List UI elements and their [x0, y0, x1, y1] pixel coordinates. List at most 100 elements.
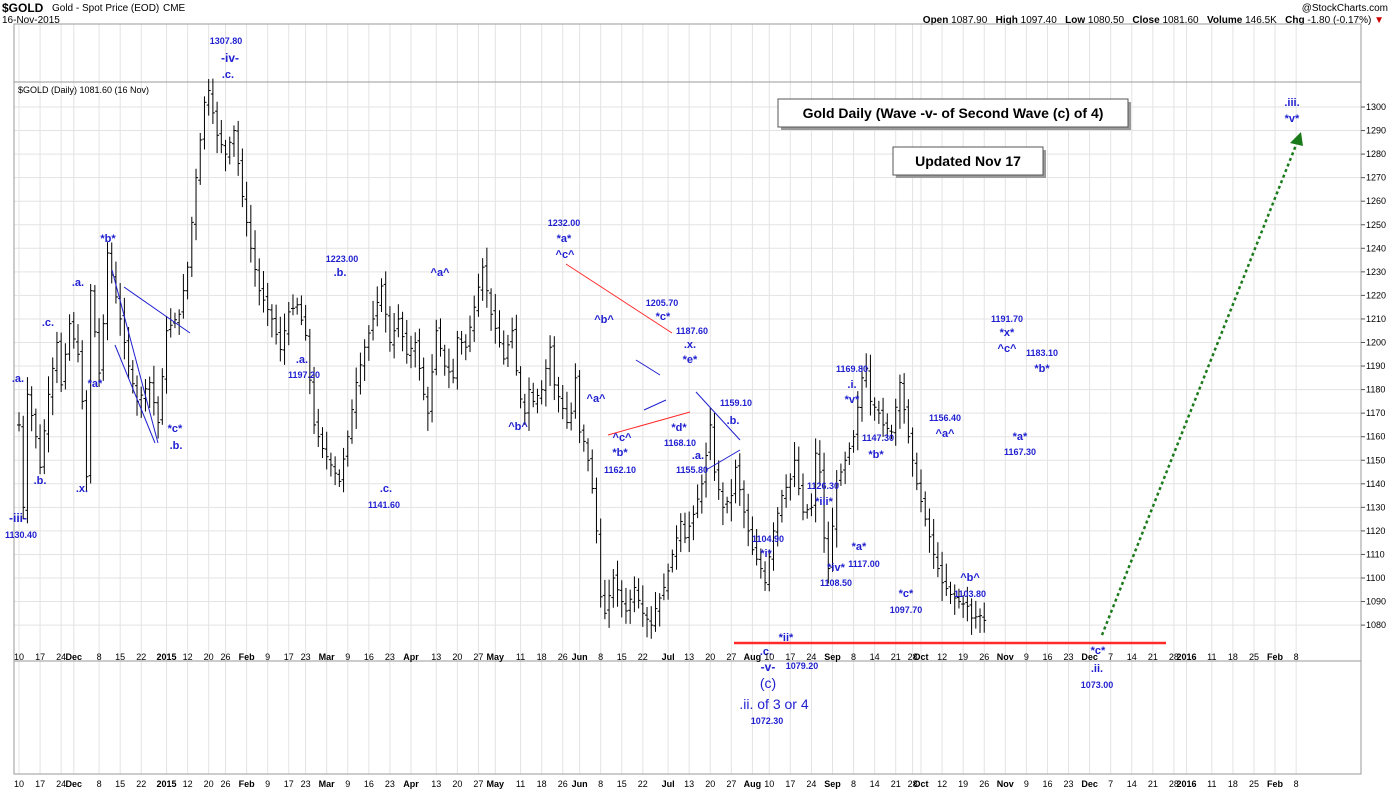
title-box [892, 146, 1044, 176]
y-tick-label: 1080 [1366, 620, 1386, 630]
wave-label: -iv- [221, 51, 239, 65]
y-tick-label: 1270 [1366, 173, 1386, 183]
blue-trendline [111, 269, 159, 444]
wave-label: .a. [72, 277, 84, 289]
x-tick-label: 11 [516, 652, 525, 662]
x-tick-label: 26 [979, 652, 989, 662]
wave-label: ^b^ [594, 314, 614, 326]
x-tick-label: 20 [705, 779, 715, 789]
x-tick-label: 11 [516, 779, 525, 789]
x-tick-label: 27 [473, 652, 483, 662]
wave-label: .b. [170, 440, 183, 452]
title-boxes: Gold Daily (Wave -v- of Second Wave (c) … [777, 98, 1131, 178]
chart-legend: $GOLD (Daily) 1081.60 (16 Nov) [18, 85, 149, 95]
blue-trendline [643, 399, 667, 411]
projection-arrow-head-icon [1290, 132, 1303, 146]
x-tick-label: 23 [301, 652, 311, 662]
x-tick-label: 22 [638, 652, 648, 662]
x-tick-label: Dec [1081, 652, 1098, 662]
x-tick-label: 8 [97, 779, 102, 789]
close-value: 1081.60 [1162, 15, 1199, 26]
x-tick-label: Oct [914, 779, 929, 789]
high-value: 1097.40 [1020, 15, 1057, 26]
x-tick-label: Dec [66, 779, 83, 789]
wave-label: *d* [671, 422, 687, 434]
blue-trendline [695, 391, 741, 441]
x-tick-label: 28 [908, 652, 918, 662]
red-trendline-lower [607, 411, 691, 436]
blue-trendline [114, 344, 156, 444]
x-tick-label: Apr [403, 652, 419, 662]
x-tick-label: 15 [115, 652, 125, 662]
x-tick-label: 16 [1042, 652, 1052, 662]
x-tick-label: 8 [851, 779, 856, 789]
x-tick-label: 7 [1108, 652, 1113, 662]
high-label: High [995, 15, 1018, 26]
x-tick-label: 17 [785, 779, 795, 789]
x-tick-label: 9 [345, 652, 350, 662]
x-tick-label: Jun [572, 652, 588, 662]
x-tick-label: 25 [1249, 779, 1259, 789]
wave-label: -v- [761, 660, 776, 674]
x-tick-label: 18 [1228, 779, 1238, 789]
wave-label: *c* [168, 423, 183, 435]
x-tick-label: 27 [726, 779, 736, 789]
wave-label: .x. [684, 339, 696, 351]
x-tick-label: 11 [1207, 779, 1216, 789]
x-tick-label: Jul [662, 779, 675, 789]
ohlc-stats: Open 1087.90 High 1097.40 Low 1080.50 Cl… [923, 15, 1384, 26]
wave-label: *c* [656, 311, 671, 323]
y-tick-label: 1200 [1366, 338, 1386, 348]
wave-label: *ii* [779, 632, 794, 644]
wave-label: 1159.10 [720, 398, 752, 408]
wave-label: 1187.60 [676, 326, 708, 336]
x-tick-label: 17 [35, 779, 45, 789]
wave-label: *c* [899, 588, 914, 600]
wave-label: 1307.80 [210, 36, 243, 46]
x-tick-label: 9 [1024, 779, 1029, 789]
wave-label: 1155.80 [676, 465, 708, 475]
wave-label: 1183.10 [1026, 348, 1058, 358]
wave-label: ^a^ [936, 428, 956, 440]
x-tick-label: 20 [204, 652, 214, 662]
y-tick-label: 1180 [1366, 385, 1385, 395]
wave-label: 1232.00 [548, 218, 581, 228]
wave-label: *i* [760, 548, 772, 560]
y-tick-label: 1190 [1366, 361, 1385, 371]
y-tick-label: 1240 [1366, 243, 1386, 253]
x-tick-label: 23 [301, 779, 311, 789]
wave-label: 1168.10 [664, 438, 696, 448]
wave-label: *v* [845, 394, 860, 406]
wave-label: 1223.00 [326, 254, 359, 264]
projection-arrow-line [1100, 139, 1300, 636]
x-tick-label: Mar [319, 779, 336, 789]
wave-label: 1205.70 [646, 298, 679, 308]
x-tick-label: Jun [572, 779, 588, 789]
y-tick-label: 1130 [1366, 502, 1385, 512]
volume-label: Volume [1206, 15, 1243, 26]
x-tick-label: 20 [204, 779, 214, 789]
wave-label: .ii. of 3 or 4 [739, 696, 808, 712]
x-tick-label: Nov [997, 652, 1014, 662]
wave-label: .a. [12, 373, 24, 385]
wave-label: .c. [42, 317, 54, 329]
wave-label: .b. [727, 415, 740, 427]
low-label: Low [1065, 15, 1086, 26]
x-tick-label: 24 [806, 779, 816, 789]
x-tick-label: 19 [958, 652, 968, 662]
x-tick-label: Aug [744, 779, 762, 789]
x-tick-label: 9 [1024, 652, 1029, 662]
x-tick-label: 12 [937, 779, 947, 789]
wave-label: 1130.40 [5, 530, 37, 540]
x-tick-label: 8 [97, 652, 102, 662]
x-tick-label: 13 [684, 652, 694, 662]
wave-label: .c. [222, 69, 234, 81]
wave-label: 1073.00 [1081, 680, 1114, 690]
y-tick-label: 1100 [1366, 573, 1385, 583]
x-tick-label: 17 [785, 652, 795, 662]
wave-label: 1104.90 [752, 534, 784, 544]
x-tick-label: 8 [598, 652, 603, 662]
x-tick-label: 28 [1169, 779, 1179, 789]
x-tick-label: 21 [1148, 652, 1158, 662]
